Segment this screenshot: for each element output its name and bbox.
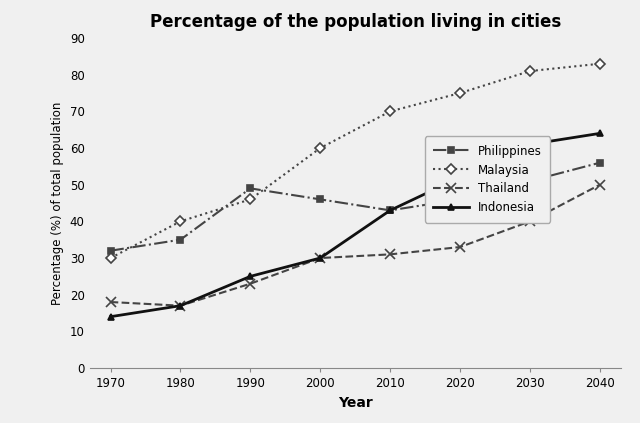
Malaysia [596, 61, 604, 66]
Thailand [387, 252, 394, 257]
Indonesia [456, 175, 464, 180]
Malaysia [456, 91, 464, 96]
Malaysia [526, 69, 534, 74]
Thailand [246, 281, 254, 286]
Philippines [177, 237, 184, 242]
Indonesia [246, 274, 254, 279]
Indonesia [107, 314, 115, 319]
Thailand [177, 303, 184, 308]
Line: Thailand: Thailand [106, 180, 605, 310]
Indonesia [526, 142, 534, 147]
Philippines [246, 186, 254, 191]
Malaysia [107, 255, 115, 261]
Malaysia [177, 219, 184, 224]
Malaysia [246, 197, 254, 202]
Line: Indonesia: Indonesia [107, 130, 604, 320]
Thailand [456, 244, 464, 250]
Title: Percentage of the population living in cities: Percentage of the population living in c… [150, 13, 561, 31]
Indonesia [177, 303, 184, 308]
Philippines [387, 208, 394, 213]
Philippines [107, 248, 115, 253]
Indonesia [387, 208, 394, 213]
Line: Philippines: Philippines [107, 159, 604, 254]
Indonesia [596, 131, 604, 136]
Line: Malaysia: Malaysia [107, 60, 604, 261]
Thailand [316, 255, 324, 261]
Malaysia [316, 146, 324, 151]
Y-axis label: Percentage (%) of total population: Percentage (%) of total population [51, 102, 64, 305]
Philippines [526, 179, 534, 184]
Legend: Philippines, Malaysia, Thailand, Indonesia: Philippines, Malaysia, Thailand, Indones… [425, 136, 550, 222]
Philippines [456, 197, 464, 202]
X-axis label: Year: Year [338, 396, 372, 409]
Philippines [596, 160, 604, 165]
Thailand [526, 219, 534, 224]
Thailand [596, 182, 604, 187]
Thailand [107, 299, 115, 305]
Philippines [316, 197, 324, 202]
Indonesia [316, 255, 324, 261]
Malaysia [387, 109, 394, 114]
